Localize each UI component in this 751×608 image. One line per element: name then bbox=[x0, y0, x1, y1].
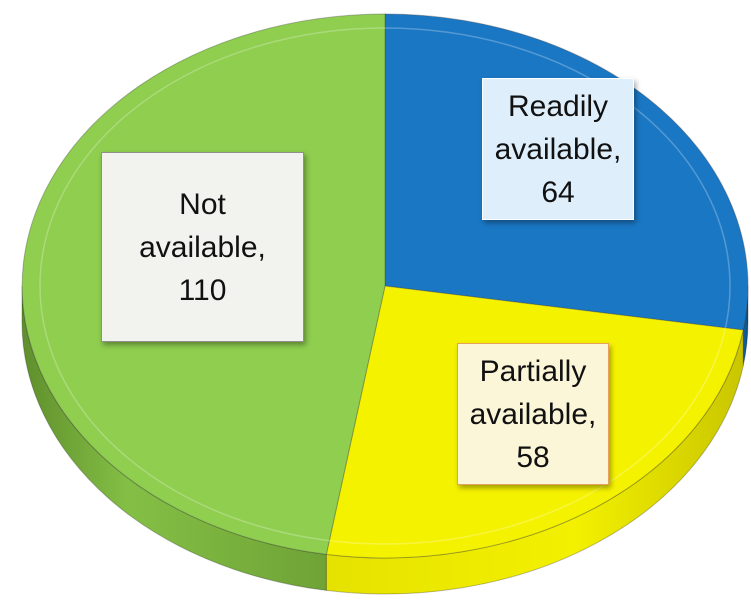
data-label-line: 58 bbox=[516, 440, 550, 474]
data-label-line: Not bbox=[179, 187, 226, 221]
pie-rim-highlight bbox=[39, 27, 731, 545]
data-label-readily-available: Readily available, 64 bbox=[482, 78, 634, 220]
data-label-partially-available: Partially available, 58 bbox=[457, 343, 609, 485]
data-label-line: Readily bbox=[507, 89, 609, 123]
data-label-line: 64 bbox=[541, 175, 575, 209]
data-label-line: Partially bbox=[479, 354, 587, 388]
data-label-line: 110 bbox=[178, 273, 227, 307]
data-label-line: available, bbox=[139, 230, 266, 264]
data-label-line: available, bbox=[494, 132, 622, 166]
data-label-not-available: Not available, 110 bbox=[101, 152, 304, 342]
data-label-line: available, bbox=[469, 397, 597, 431]
slice-not-available-side bbox=[21, 285, 327, 591]
